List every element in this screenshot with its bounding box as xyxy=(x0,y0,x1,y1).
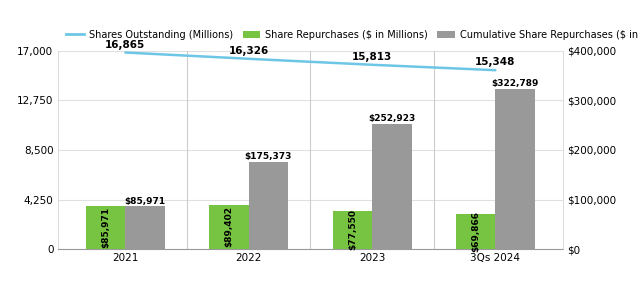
Text: $85,971: $85,971 xyxy=(125,196,166,205)
Text: 16,865: 16,865 xyxy=(106,40,145,50)
Text: 16,326: 16,326 xyxy=(228,46,269,56)
Bar xyxy=(86,207,125,249)
Text: $322,789: $322,789 xyxy=(492,79,539,88)
Bar xyxy=(456,215,495,249)
Text: $89,402: $89,402 xyxy=(225,206,234,247)
Text: $69,866: $69,866 xyxy=(471,211,480,252)
Bar xyxy=(372,124,412,249)
Legend: Shares Outstanding (Millions), Share Repurchases ($ in Millions), Cumulative Sha: Shares Outstanding (Millions), Share Rep… xyxy=(63,26,640,44)
Text: 15,348: 15,348 xyxy=(475,57,516,67)
Text: 15,813: 15,813 xyxy=(352,52,392,62)
Text: $175,373: $175,373 xyxy=(244,152,292,161)
Bar xyxy=(209,205,249,249)
Text: $252,923: $252,923 xyxy=(368,114,415,123)
Bar xyxy=(249,162,288,249)
Bar xyxy=(125,207,165,249)
Text: $77,550: $77,550 xyxy=(348,209,357,250)
Bar xyxy=(333,211,372,249)
Bar xyxy=(495,89,535,249)
Text: $85,971: $85,971 xyxy=(101,207,110,248)
